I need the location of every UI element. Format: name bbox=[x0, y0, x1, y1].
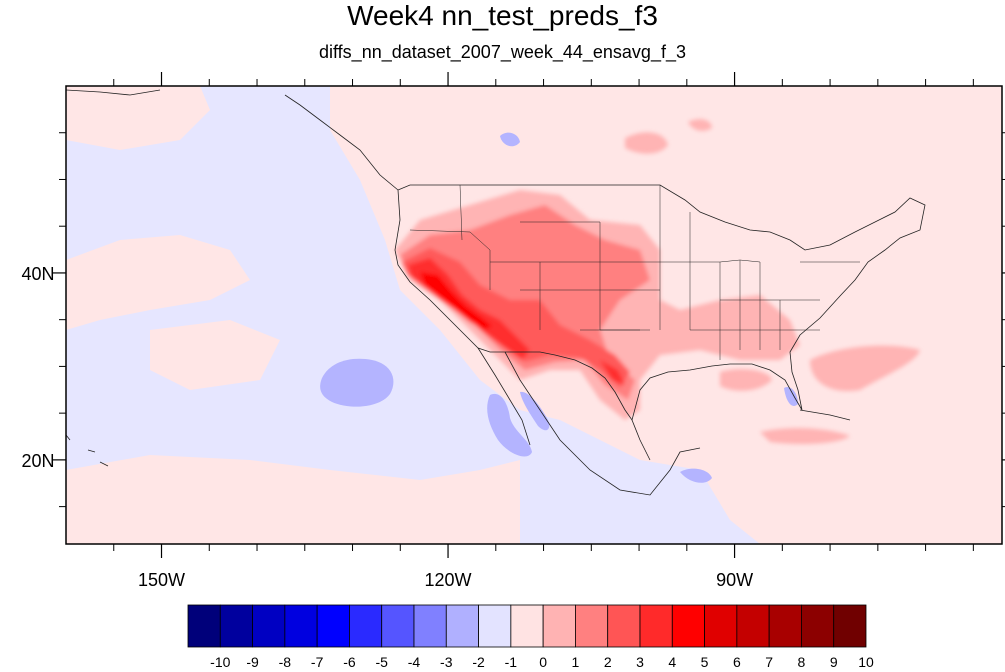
colorbar-swatch bbox=[381, 604, 415, 648]
axis-ticks: 150W 120W 90W 40N 20N bbox=[21, 72, 1005, 590]
pacific-pink-patch bbox=[66, 235, 250, 330]
north-pink-patch bbox=[66, 86, 210, 150]
map-subtitle: diffs_nn_dataset_2007_week_44_ensavg_f_3 bbox=[319, 42, 686, 62]
colorbar-swatch bbox=[833, 604, 867, 648]
colorbar-swatch bbox=[768, 604, 802, 648]
colorbar-swatch bbox=[316, 604, 350, 648]
us-outline bbox=[394, 184, 926, 421]
colorbar-label: -10 bbox=[210, 654, 230, 670]
colorbar-label: -2 bbox=[472, 654, 485, 670]
colorbar-swatch bbox=[349, 604, 383, 648]
colorbar-swatch bbox=[252, 604, 286, 648]
colorbar-swatch bbox=[671, 604, 705, 648]
us-level-5 bbox=[420, 272, 492, 330]
colorbar-label: 8 bbox=[798, 654, 806, 670]
pacific-negative-patch bbox=[320, 358, 394, 407]
lon-tick-label: 90W bbox=[716, 570, 753, 590]
pacific-pink-band bbox=[66, 455, 520, 544]
mexico-pacific-negative bbox=[487, 393, 532, 457]
plot-frame bbox=[65, 85, 1003, 545]
gulf-california-negative bbox=[520, 391, 550, 431]
colorbar-label: -4 bbox=[408, 654, 421, 670]
colorbar-swatch bbox=[284, 604, 318, 648]
colorbar-swatch bbox=[704, 604, 738, 648]
colorbar-swatch bbox=[736, 604, 770, 648]
coastlines-borders bbox=[66, 89, 926, 496]
colorbar-label: -3 bbox=[440, 654, 453, 670]
colorbar-swatch bbox=[607, 604, 641, 648]
colorbar-label: -5 bbox=[375, 654, 388, 670]
map-title: Week4 nn_test_preds_f3 bbox=[347, 0, 658, 31]
lon-tick-label: 150W bbox=[138, 570, 185, 590]
colorbar-label: -9 bbox=[246, 654, 259, 670]
colorbar-swatch bbox=[801, 604, 835, 648]
lon-tick-label: 120W bbox=[425, 570, 472, 590]
colorbar-swatch bbox=[187, 604, 221, 648]
colorbar-label: 0 bbox=[539, 654, 547, 670]
colorbar-label: 9 bbox=[830, 654, 838, 670]
canada-level-1 bbox=[625, 119, 712, 154]
colorbar-label: -6 bbox=[343, 654, 356, 670]
mid-pink-patch bbox=[150, 320, 280, 390]
colorbar-swatch bbox=[219, 604, 253, 648]
atlantic-level-1 bbox=[810, 345, 920, 392]
caribbean-level-1 bbox=[760, 428, 850, 444]
canada-coast bbox=[66, 89, 399, 191]
colorbar-label: 3 bbox=[636, 654, 644, 670]
lat-tick-label: 20N bbox=[21, 451, 54, 471]
canada-negative bbox=[500, 132, 520, 147]
colorbar-label: 7 bbox=[765, 654, 773, 670]
cuba-outline bbox=[799, 409, 851, 421]
mexico-south-negative bbox=[680, 468, 712, 483]
colorbar-swatch bbox=[413, 604, 447, 648]
us-level-4 bbox=[408, 258, 625, 385]
colorbar-label: 5 bbox=[701, 654, 709, 670]
mexico-outline bbox=[477, 347, 701, 496]
state-lines bbox=[409, 184, 860, 360]
gulf-level-1 bbox=[720, 369, 772, 391]
colorbar-label: -1 bbox=[505, 654, 518, 670]
colorbar-label: 2 bbox=[604, 654, 612, 670]
colorbar-swatch bbox=[542, 604, 576, 648]
colorbar-swatch bbox=[478, 604, 512, 648]
florida-negative bbox=[784, 386, 798, 407]
colorbar-label: 4 bbox=[668, 654, 676, 670]
colorbar-label: 1 bbox=[572, 654, 580, 670]
colorbar-label: -8 bbox=[279, 654, 292, 670]
colorbar-swatch bbox=[510, 604, 544, 648]
us-level-3 bbox=[402, 248, 630, 388]
colorbar-swatch bbox=[445, 604, 479, 648]
colorbar: -10 -9 -8 -7 -6 -5 -4 -3 -2 -1 0 1 2 3 4 5 6 7 8 9 10 bbox=[187, 604, 874, 670]
colorbar-label: 10 bbox=[858, 654, 874, 670]
colorbar-label: -7 bbox=[311, 654, 324, 670]
colorbar-swatch bbox=[639, 604, 673, 648]
colorbar-label: 6 bbox=[733, 654, 741, 670]
colorbar-swatch bbox=[575, 604, 609, 648]
lat-tick-label: 40N bbox=[21, 264, 54, 284]
contour-field bbox=[66, 86, 1002, 544]
